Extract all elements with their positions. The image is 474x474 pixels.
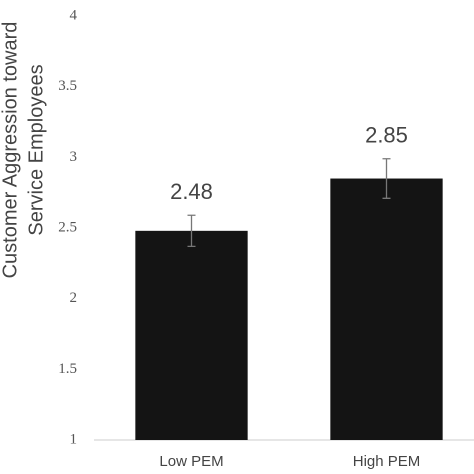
data-label: 2.85 (365, 123, 408, 148)
y-tick-label: 1.5 (58, 361, 77, 377)
bar (135, 230, 248, 440)
y-tick-label: 4 (70, 7, 78, 23)
error-bar (382, 158, 391, 199)
bar (330, 178, 443, 441)
data-label: 2.48 (170, 179, 213, 204)
error-bar (187, 214, 196, 248)
y-axis-label: Customer Aggression toward (0, 22, 21, 279)
y-axis-label: Service Employees (25, 64, 47, 235)
y-tick-label: 1 (70, 431, 78, 447)
x-tick-label: High PEM (353, 453, 421, 470)
x-tick-label: Low PEM (159, 453, 223, 470)
y-tick-label: 3 (70, 149, 78, 165)
y-tick-label: 2 (70, 290, 78, 306)
y-tick-label: 3.5 (58, 78, 77, 94)
y-tick-label: 2.5 (58, 219, 77, 235)
